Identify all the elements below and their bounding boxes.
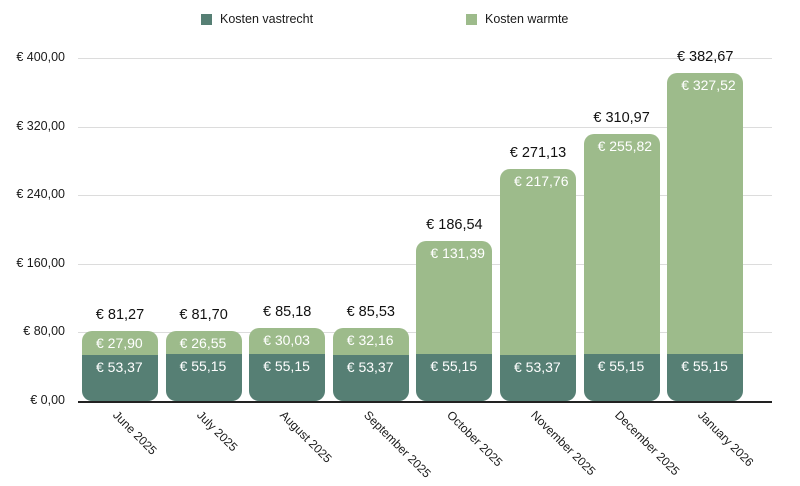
bar-segment-vastrecht[interactable]: € 53,37 <box>82 355 158 401</box>
bar-total-label: € 186,54 <box>426 217 483 234</box>
bar-segment-warmte[interactable]: € 217,76 <box>500 168 576 356</box>
legend-label: Kosten warmte <box>485 12 569 26</box>
x-axis-category-label: December 2025 <box>611 408 682 479</box>
bar-segment-vastrecht[interactable]: € 55,15 <box>165 353 242 401</box>
segment-value-label: € 53,37 <box>514 359 561 376</box>
gridline <box>78 58 772 59</box>
bar-total-label: € 271,13 <box>509 144 567 161</box>
bar-total-label: € 85,53 <box>346 303 395 320</box>
segment-value-label: € 55,15 <box>179 357 227 374</box>
x-axis-category-label: October 2025 <box>444 408 506 470</box>
bar-segment-vastrecht[interactable]: € 53,37 <box>332 355 409 401</box>
bar-stack[interactable]: € 217,76 € 53,37 <box>500 168 576 401</box>
bar-segment-vastrecht[interactable]: € 55,15 <box>583 353 660 401</box>
segment-value-label: € 53,37 <box>346 359 394 376</box>
bar-total-label: € 382,67 <box>676 48 734 65</box>
bar-segment-warmte[interactable]: € 26,55 <box>165 330 242 354</box>
bar-stack[interactable]: € 32,16 € 53,37 <box>332 327 409 401</box>
y-axis-tick-label: € 240,00 <box>16 187 65 202</box>
segment-value-label: € 26,55 <box>179 334 227 351</box>
bar-segment-vastrecht[interactable]: € 53,37 <box>500 355 576 401</box>
segment-value-label: € 53,37 <box>96 359 143 376</box>
bar-segment-vastrecht[interactable]: € 55,15 <box>667 353 744 401</box>
segment-value-label: € 131,39 <box>430 245 485 262</box>
x-axis-category-label: June 2025 <box>110 408 160 458</box>
bar-stack[interactable]: € 30,03 € 55,15 <box>249 327 326 401</box>
bar-total-label: € 81,27 <box>95 307 145 324</box>
bar-stack[interactable]: € 255,82 € 55,15 <box>583 134 660 401</box>
bar-stack[interactable]: € 327,52 € 55,15 <box>667 72 744 401</box>
y-axis-tick-label: € 0,00 <box>30 393 65 407</box>
segment-value-label: € 55,15 <box>597 357 645 374</box>
y-axis-tick-label: € 160,00 <box>16 255 65 270</box>
bar-segment-warmte[interactable]: € 30,03 <box>249 327 326 354</box>
y-axis-tick-label: € 400,00 <box>16 50 65 64</box>
segment-value-label: € 32,16 <box>346 331 394 348</box>
segment-value-label: € 217,76 <box>514 172 569 189</box>
segment-value-label: € 30,03 <box>263 331 310 348</box>
gridline <box>78 195 772 197</box>
segment-value-label: € 27,90 <box>96 335 143 352</box>
legend-label: Kosten vastrecht <box>220 12 314 26</box>
segment-value-label: € 255,82 <box>597 138 653 155</box>
legend-item-warmte[interactable]: Kosten warmte <box>466 12 568 26</box>
bar-segment-warmte[interactable]: € 255,82 <box>583 134 660 354</box>
chart-legend: Kosten vastrecht Kosten warmte <box>0 12 800 32</box>
legend-swatch-warmte <box>466 13 477 25</box>
legend-item-vastrecht[interactable]: Kosten vastrecht <box>201 12 313 26</box>
bar-segment-warmte[interactable]: € 27,90 <box>82 331 158 356</box>
bar-stack[interactable]: € 26,55 € 55,15 <box>165 330 242 401</box>
bar-stack[interactable]: € 27,90 € 53,37 <box>82 331 158 401</box>
bar-total-label: € 81,70 <box>179 306 228 323</box>
x-axis-line <box>78 401 772 403</box>
bar-segment-warmte[interactable]: € 327,52 <box>667 72 744 354</box>
bar-segment-vastrecht[interactable]: € 55,15 <box>249 353 326 401</box>
bar-segment-warmte[interactable]: € 32,16 <box>332 327 409 356</box>
y-axis-tick-label: € 320,00 <box>16 118 65 133</box>
segment-value-label: € 55,15 <box>681 357 728 374</box>
y-axis-tick-label: € 80,00 <box>23 324 65 339</box>
x-axis-category-label: August 2025 <box>277 408 335 466</box>
bar-total-label: € 310,97 <box>593 110 650 127</box>
x-axis-category-label: September 2025 <box>360 408 434 481</box>
bar-segment-warmte[interactable]: € 131,39 <box>416 241 493 354</box>
x-axis-category-label: July 2025 <box>193 408 240 455</box>
legend-swatch-vastrecht <box>201 13 212 25</box>
segment-value-label: € 55,15 <box>430 357 478 374</box>
segment-value-label: € 55,15 <box>263 357 310 374</box>
bar-stack[interactable]: € 131,39 € 55,15 <box>416 241 493 401</box>
x-axis-category-label: November 2025 <box>528 408 599 479</box>
x-axis-category-label: January 2026 <box>695 408 757 470</box>
segment-value-label: € 327,52 <box>681 76 736 93</box>
bar-segment-vastrecht[interactable]: € 55,15 <box>416 353 493 401</box>
gridline <box>78 126 772 128</box>
bar-total-label: € 85,18 <box>262 303 312 320</box>
